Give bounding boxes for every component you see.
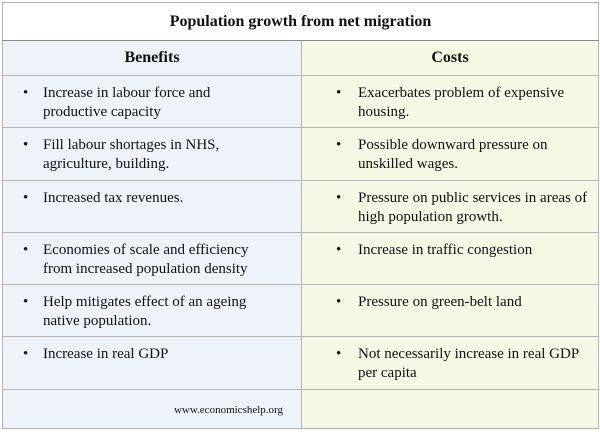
table-cell: Fill labour shortages in NHS, agricultur… [2, 127, 302, 181]
table-cell: Increase in traffic congestion [301, 231, 599, 286]
bullet-item: Exacerbates problem of expensive housing… [302, 76, 598, 122]
footer-cell [301, 388, 599, 430]
table-cell: Possible downward pressure on unskilled … [301, 127, 599, 181]
table-title: Population growth from net migration [2, 2, 599, 41]
table-row: Fill labour shortages in NHS, agricultur… [2, 127, 599, 181]
table-cell: Pressure on public services in areas of … [301, 179, 599, 233]
table-cell: Increase in labour force and productive … [2, 74, 302, 129]
bullet-item: Not necessarily increase in real GDP per… [302, 337, 598, 383]
table-cell: Pressure on green-belt land [301, 284, 599, 338]
table-row: Increased tax revenues.Pressure on publi… [2, 179, 599, 233]
column-header: Costs [301, 40, 599, 76]
source-credit: www.economicshelp.org [173, 403, 283, 416]
bullet-item: Possible downward pressure on unskilled … [302, 128, 598, 174]
bullet-item: Fill labour shortages in NHS, agricultur… [3, 128, 301, 174]
table-cell: Economies of scale and efficiency from i… [2, 231, 302, 286]
bullet-item: Economies of scale and efficiency from i… [3, 233, 301, 279]
table-cell: Not necessarily increase in real GDP per… [301, 336, 599, 390]
table-cell: Increased tax revenues. [2, 179, 302, 233]
column-header: Benefits [2, 40, 302, 76]
footer-row: www.economicshelp.org [2, 388, 599, 430]
footer-cell: www.economicshelp.org [2, 388, 302, 430]
table-cell: Help mitigates effect of an ageing nativ… [2, 284, 302, 338]
table-row: Economies of scale and efficiency from i… [2, 231, 599, 286]
table-cell: Increase in real GDP [2, 336, 302, 390]
table-row: Increase in labour force and productive … [2, 74, 599, 129]
bullet-item: Increase in labour force and productive … [3, 76, 301, 122]
table-row: Increase in real GDPNot necessarily incr… [2, 336, 599, 390]
bullet-item: Help mitigates effect of an ageing nativ… [3, 285, 301, 331]
bullet-item: Increase in traffic congestion [302, 233, 598, 260]
table-row: Help mitigates effect of an ageing nativ… [2, 284, 599, 338]
bullet-item: Increased tax revenues. [3, 181, 301, 208]
bullet-item: Increase in real GDP [3, 337, 301, 364]
table-cell: Exacerbates problem of expensive housing… [301, 74, 599, 129]
bullet-item: Pressure on public services in areas of … [302, 181, 598, 227]
bullet-item: Pressure on green-belt land [302, 285, 598, 312]
